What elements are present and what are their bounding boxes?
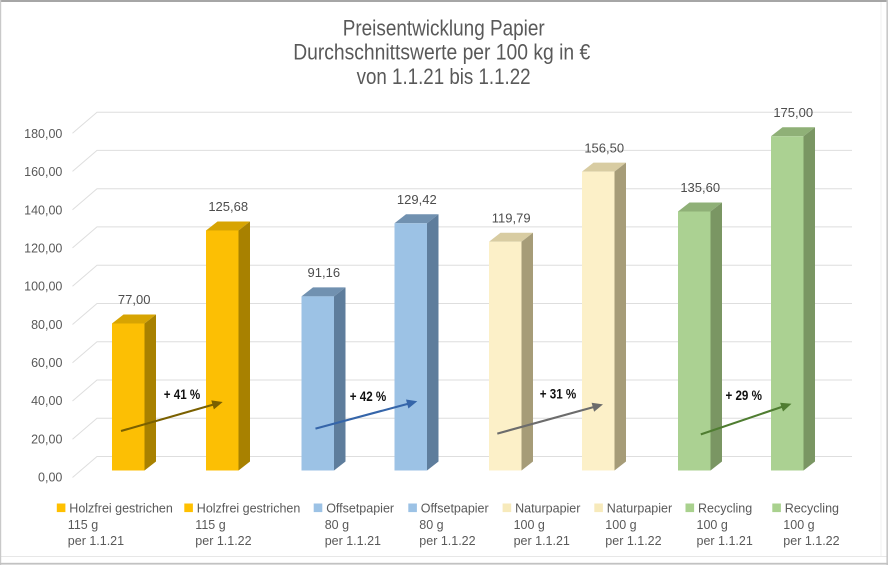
svg-text:129,42: 129,42	[397, 192, 437, 207]
svg-text:Holzfrei gestrichen: Holzfrei gestrichen	[197, 502, 301, 516]
svg-text:per 1.1.22: per 1.1.22	[419, 534, 475, 548]
svg-text:40,00: 40,00	[31, 394, 62, 408]
svg-text:von 1.1.21 bis 1.1.22: von 1.1.21 bis 1.1.22	[357, 64, 531, 89]
svg-text:Offsetpapier: Offsetpapier	[326, 502, 394, 516]
svg-text:per 1.1.22: per 1.1.22	[783, 534, 839, 548]
svg-text:per 1.1.21: per 1.1.21	[68, 534, 124, 548]
svg-text:135,60: 135,60	[680, 180, 720, 195]
svg-text:80,00: 80,00	[31, 318, 62, 332]
svg-text:115 g: 115 g	[68, 518, 98, 532]
svg-text:160,00: 160,00	[24, 165, 62, 179]
svg-text:80 g: 80 g	[419, 518, 443, 532]
svg-text:80 g: 80 g	[325, 518, 349, 532]
svg-text:125,68: 125,68	[208, 199, 248, 214]
svg-text:Holzfrei gestrichen: Holzfrei gestrichen	[69, 502, 173, 516]
svg-text:60,00: 60,00	[31, 356, 62, 370]
svg-text:100 g: 100 g	[605, 518, 636, 532]
svg-text:91,16: 91,16	[308, 265, 341, 280]
svg-text:100 g: 100 g	[514, 518, 545, 532]
svg-text:77,00: 77,00	[118, 292, 151, 307]
svg-text:120,00: 120,00	[24, 242, 62, 256]
svg-text:156,50: 156,50	[584, 140, 624, 155]
svg-text:100 g: 100 g	[783, 518, 814, 532]
svg-text:Preisentwicklung Papier: Preisentwicklung Papier	[343, 16, 545, 41]
svg-text:Durchschnittswerte per 100 kg: Durchschnittswerte per 100 kg in €	[293, 40, 590, 65]
svg-text:+ 31 %: + 31 %	[540, 387, 577, 402]
svg-text:per 1.1.21: per 1.1.21	[325, 534, 381, 548]
svg-text:100 g: 100 g	[697, 518, 728, 532]
svg-text:175,00: 175,00	[773, 105, 813, 120]
svg-text:Offsetpapier: Offsetpapier	[421, 502, 489, 516]
svg-text:Naturpapier: Naturpapier	[515, 502, 580, 516]
svg-text:115 g: 115 g	[195, 518, 225, 532]
svg-text:+ 41 %: + 41 %	[164, 387, 201, 402]
svg-text:Recycling: Recycling	[698, 502, 752, 516]
svg-text:per 1.1.22: per 1.1.22	[605, 534, 661, 548]
svg-text:100,00: 100,00	[24, 280, 62, 294]
svg-text:20,00: 20,00	[31, 432, 62, 446]
svg-text:0,00: 0,00	[38, 471, 62, 485]
svg-text:180,00: 180,00	[24, 127, 62, 141]
svg-text:Recycling: Recycling	[785, 502, 839, 516]
svg-text:+ 42 %: + 42 %	[350, 389, 387, 404]
svg-text:per 1.1.21: per 1.1.21	[514, 534, 570, 548]
svg-text:per 1.1.21: per 1.1.21	[697, 534, 753, 548]
svg-text:per 1.1.22: per 1.1.22	[195, 534, 251, 548]
svg-text:119,79: 119,79	[492, 210, 531, 225]
svg-text:+ 29 %: + 29 %	[725, 388, 762, 403]
svg-text:140,00: 140,00	[24, 203, 62, 217]
svg-text:Naturpapier: Naturpapier	[607, 502, 672, 516]
